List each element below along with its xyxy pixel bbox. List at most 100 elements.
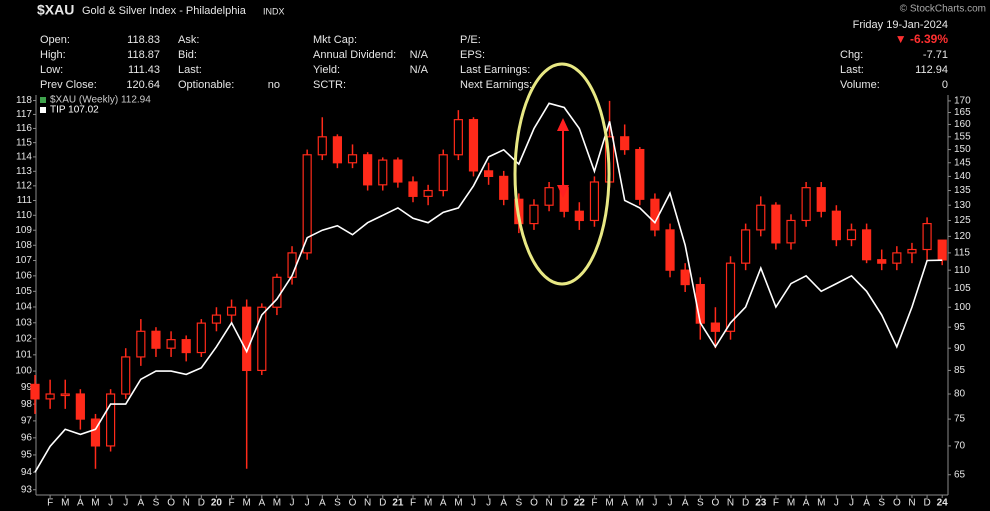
candle-body	[226, 306, 237, 316]
x-tick-label: S	[334, 498, 341, 509]
quote-value: -7.71	[923, 49, 948, 61]
y2-tick-label: 75	[954, 414, 966, 425]
x-tick-label: M	[61, 498, 69, 509]
chart-title: Gold & Silver Index - Philadelphia	[82, 5, 247, 17]
y-tick-label: 102	[15, 333, 32, 344]
x-tick-label: N	[727, 498, 734, 509]
candle-body	[90, 418, 101, 447]
x-tick-label: D	[198, 498, 205, 509]
candle-body	[499, 175, 509, 200]
candle-body	[937, 239, 947, 261]
y-tick-label: 99	[21, 382, 33, 393]
legend-swatch	[40, 107, 46, 113]
x-tick-label: N	[908, 498, 915, 509]
x-tick-label: O	[893, 498, 901, 509]
x-tick-label: S	[516, 498, 523, 509]
candle-body	[756, 204, 766, 231]
y-tick-label: 96	[21, 432, 33, 443]
candle-body	[211, 314, 222, 324]
x-tick-label: A	[440, 498, 447, 509]
candle-body	[529, 204, 539, 225]
x-tick-label: 21	[392, 498, 404, 509]
y-tick-label: 95	[21, 450, 33, 461]
y2-tick-label: 105	[954, 283, 971, 294]
candle-body	[438, 154, 448, 192]
y-tick-label: 107	[15, 255, 32, 266]
candle-body	[816, 187, 826, 212]
x-tick-label: M	[787, 498, 795, 509]
candle-body	[136, 330, 146, 358]
candle-body	[196, 322, 206, 354]
quote-label: Annual Dividend:	[313, 49, 396, 61]
x-tick-label: M	[454, 498, 462, 509]
candle-body	[831, 210, 841, 241]
quote-label: Bid:	[178, 49, 197, 61]
x-tick-label: A	[138, 498, 145, 509]
x-tick-label: 20	[211, 498, 223, 509]
candle-body	[650, 198, 660, 231]
x-tick-label: N	[545, 498, 552, 509]
x-tick-label: J	[834, 498, 839, 509]
candle-body	[741, 229, 751, 264]
quote-label: Volume:	[840, 79, 880, 91]
x-tick-label: J	[108, 498, 113, 509]
y-tick-label: 98	[21, 399, 33, 410]
x-tick-label: J	[290, 498, 295, 509]
candle-body	[877, 259, 887, 264]
x-tick-label: A	[682, 498, 689, 509]
x-tick-label: 23	[755, 498, 767, 509]
x-tick-label: D	[561, 498, 568, 509]
y2-tick-label: 135	[954, 185, 971, 196]
candle-body	[121, 356, 131, 395]
x-tick-label: A	[803, 498, 810, 509]
x-tick-label: M	[424, 498, 432, 509]
candle-body	[332, 136, 342, 164]
candle-body	[393, 159, 403, 183]
candle-body	[378, 159, 388, 186]
y-tick-label: 114	[16, 152, 32, 163]
y2-tick-label: 150	[954, 144, 971, 155]
x-tick-label: O	[349, 498, 357, 509]
y-tick-label: 117	[16, 109, 32, 120]
quote-label: Mkt Cap:	[313, 34, 357, 46]
candle-body	[771, 204, 781, 244]
quote-label: Yield:	[313, 64, 340, 76]
x-tick-label: J	[471, 498, 476, 509]
candle-body	[242, 306, 252, 372]
y-tick-label: 104	[15, 302, 32, 313]
y-tick-label: 112	[16, 180, 32, 191]
x-tick-label: F	[591, 498, 597, 509]
legend-swatch	[40, 97, 46, 103]
quote-label: Next Earnings:	[460, 79, 532, 91]
x-tick-label: 24	[937, 498, 949, 509]
x-tick-label: J	[305, 498, 310, 509]
x-tick-label: A	[319, 498, 326, 509]
candle-body	[453, 119, 463, 156]
x-tick-label: O	[712, 498, 720, 509]
arrow-head	[557, 118, 569, 131]
x-tick-label: F	[773, 498, 779, 509]
watermark: © StockCharts.com	[900, 4, 986, 15]
quote-value: 0	[942, 79, 948, 91]
candle-body	[302, 154, 312, 254]
candle-body	[257, 306, 267, 372]
x-tick-label: M	[636, 498, 644, 509]
candle-body	[60, 393, 70, 397]
quote-value: 112.94	[915, 64, 948, 76]
y-tick-label: 103	[15, 317, 32, 328]
quote-label: EPS:	[460, 49, 485, 61]
x-tick-label: M	[817, 498, 825, 509]
candle-body	[665, 229, 675, 271]
y-tick-label: 105	[15, 286, 32, 297]
quote-label: Last:	[178, 64, 202, 76]
quote-value: N/A	[410, 64, 429, 76]
x-tick-label: O	[530, 498, 538, 509]
candle-body	[635, 148, 645, 200]
y-tick-label: 93	[21, 484, 33, 495]
quote-label: Ask:	[178, 34, 199, 46]
quote-label: Chg:	[840, 49, 863, 61]
y2-tick-label: 100	[954, 302, 971, 313]
candle-body	[484, 170, 494, 177]
candle-body	[408, 181, 418, 197]
